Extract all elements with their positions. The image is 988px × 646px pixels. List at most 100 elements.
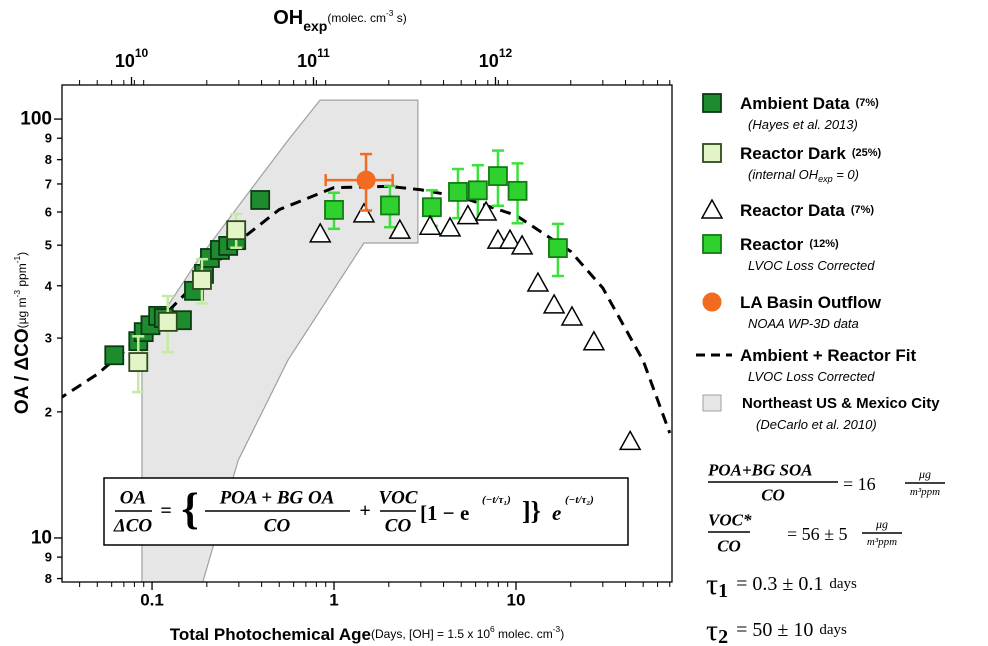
equation-text: ]} — [522, 497, 541, 526]
circle-marker — [702, 292, 722, 312]
plot-frame — [61, 84, 673, 583]
triangle-marker — [456, 204, 480, 225]
triangle-marker — [542, 293, 566, 314]
x-axis-title-units: 6 — [490, 624, 495, 634]
y-axis-title-main: OA / ΔCO — [12, 328, 33, 414]
y-axis-title-units: (µg m — [15, 297, 29, 328]
parameter-tau: τ2 = 50 ± 10 days — [706, 614, 847, 646]
top-axis-title-sub: exp — [303, 18, 327, 34]
legend-note-end: = 0) — [833, 167, 859, 182]
legend-name: Reactor Data — [740, 201, 845, 220]
tau-rhs: = 0.3 ± 0.1 — [736, 573, 823, 595]
triangle-marker — [560, 305, 584, 326]
legend-name: Reactor — [740, 235, 804, 254]
legend-item: Reactor Dark (25%) (internal OHexp = 0) — [702, 143, 882, 184]
x-axis-title-units: ) — [560, 627, 564, 641]
triangle-marker — [526, 271, 550, 292]
legend-label: Ambient Data (7%) — [740, 94, 879, 113]
y-axis-title-units: -3 — [12, 290, 22, 298]
square-marker — [488, 166, 508, 186]
equation-text: e — [552, 501, 561, 525]
square-marker — [104, 345, 125, 366]
legend-note: NOAA WP-3D data — [748, 316, 859, 331]
y-tick-label: 5 — [45, 238, 52, 253]
legend-pct: (7%) — [851, 204, 875, 216]
legend-note-text: LVOC Loss Corrected — [748, 369, 875, 384]
equation-text: POA + BG OA — [219, 488, 335, 509]
triangle-marker — [700, 198, 724, 219]
legend-pct: (12%) — [809, 238, 839, 250]
tau-unit: days — [819, 622, 847, 638]
y-tick-label: 9 — [45, 550, 52, 565]
x-axis-title-units: (Days, [OH] = 1.5 x 10 — [371, 627, 490, 641]
legend-note: (DeCarlo et al. 2010) — [756, 417, 877, 432]
x-tick-label: 1 — [329, 591, 338, 610]
parameter-text: μg — [918, 467, 931, 481]
legend-name: LA Basin Outflow — [740, 293, 882, 312]
legend-note-text: LVOC Loss Corrected — [748, 258, 875, 273]
y-tick-label: 8 — [45, 152, 52, 167]
equation-text: [1 − e — [420, 501, 469, 525]
legend-name: Ambient Data — [740, 94, 850, 113]
square-marker — [421, 197, 442, 218]
triangle-marker — [352, 202, 376, 223]
legend-note: LVOC Loss Corrected — [748, 258, 875, 273]
legend-note-text: (Hayes et al. 2013) — [748, 117, 858, 132]
legend-note: LVOC Loss Corrected — [748, 369, 875, 384]
parameter-text: μg — [875, 517, 888, 531]
triangle-marker — [618, 429, 642, 451]
square-marker — [548, 238, 568, 259]
top-axis-title: OHexp(molec. cm-3 s) — [273, 7, 407, 34]
parameter-text: = 16 — [843, 474, 876, 494]
y-tick-label: 8 — [45, 571, 52, 586]
top-axis-title-units: -3 — [386, 8, 394, 18]
square-marker — [226, 220, 247, 241]
legend-name: Reactor Dark — [740, 144, 846, 163]
parameter-text: = 56 ± 5 — [787, 524, 848, 544]
legend-pct: (7%) — [856, 97, 880, 109]
square-marker — [702, 93, 722, 113]
tau-sub: 1 — [718, 580, 728, 602]
x2-tick-base: 10 — [297, 51, 317, 71]
square-marker — [192, 270, 212, 290]
parameter-text: POA+BG SOA — [707, 461, 813, 480]
tau-rhs: = 50 ± 10 — [736, 619, 813, 641]
triangle-marker — [582, 330, 606, 351]
equation-text: = — [160, 500, 171, 522]
x2-tick-exponent: 12 — [499, 46, 513, 60]
circle-marker — [356, 170, 376, 190]
x2-tick-base: 10 — [479, 51, 499, 71]
x-axis-title-units: molec. cm — [495, 627, 553, 641]
x2-tick-label: 1012 — [479, 46, 513, 71]
square-marker — [702, 234, 722, 254]
equation-text: CO — [264, 516, 291, 537]
tau-symbol: τ — [706, 614, 718, 646]
equation-text: ΔCO — [113, 516, 153, 537]
legend-label: Reactor Dark (25%) — [740, 144, 882, 163]
y-tick-label: 4 — [45, 278, 53, 293]
legend-name: Ambient + Reactor Fit — [740, 346, 917, 365]
equation-text: CO — [385, 516, 412, 537]
plot-area — [62, 99, 672, 582]
tau-sub: 2 — [718, 626, 728, 646]
square-marker — [324, 199, 344, 220]
y-axis-title-units: -1 — [12, 256, 22, 264]
parameter-text: CO — [761, 486, 785, 505]
top-axis-title-main: OH — [273, 7, 303, 29]
equation-text: + — [359, 500, 370, 522]
y-tick-label: 7 — [45, 176, 52, 191]
legend-note-sub: exp — [818, 174, 833, 184]
x2-tick-label: 1011 — [297, 46, 330, 71]
y-tick-label: 3 — [45, 331, 52, 346]
parameter-text: VOC* — [708, 511, 752, 530]
legend-label: Reactor (12%) — [740, 235, 839, 254]
legend-item: Reactor Data (7%) — [700, 198, 875, 220]
top-axis-title-units: (molec. cm — [327, 11, 386, 25]
square-marker — [448, 182, 468, 202]
tau-symbol: τ — [706, 568, 718, 601]
triangle-marker — [418, 214, 442, 235]
parameter-text: m³ppm — [867, 536, 897, 548]
equation-text: (−t/τ₂) — [565, 494, 594, 506]
equation-box: OA ΔCO = {POA + BG OA CO + VOC CO [1 − e (−t/τ₁)]… — [103, 477, 629, 546]
